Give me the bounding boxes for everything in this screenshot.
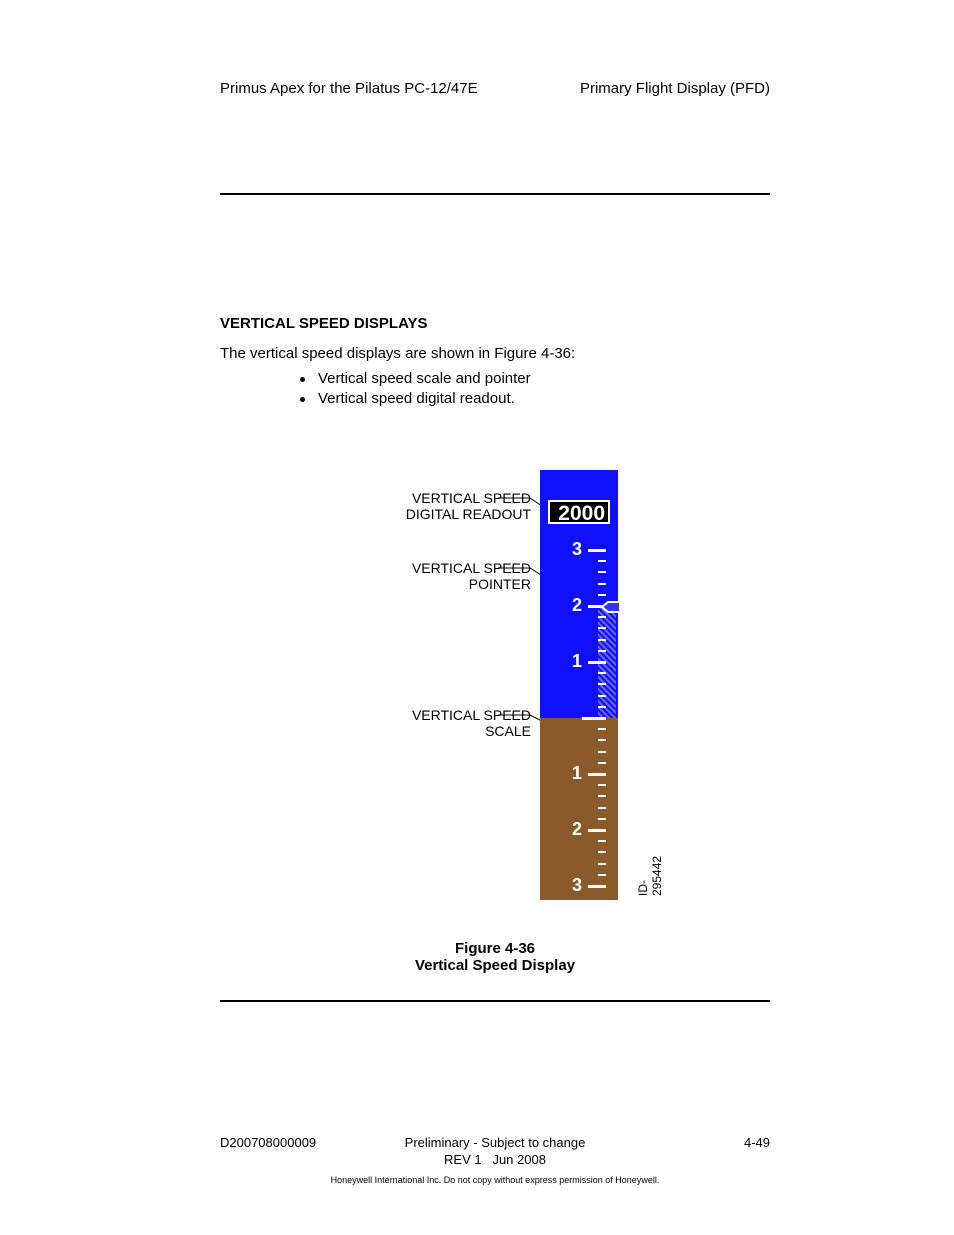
vsi-minor-tick <box>598 571 606 573</box>
vsi-minor-tick <box>598 583 606 585</box>
vsi-tick-number: 3 <box>572 875 582 896</box>
vsi-major-tick <box>588 885 606 888</box>
footer-mid2: REV 1 Jun 2008 <box>220 1152 770 1167</box>
vsi-tick-number: 3 <box>572 539 582 560</box>
footer-rule <box>220 1000 770 1002</box>
vsi-pointer <box>602 600 622 619</box>
vsi-major-tick <box>588 829 606 832</box>
vsi-minor-tick <box>598 784 606 786</box>
footer-copyright: Honeywell International Inc. Do not copy… <box>220 1175 770 1185</box>
leader-lines <box>0 0 954 1235</box>
caption-line2: Vertical Speed Display <box>415 957 575 974</box>
vsi-minor-tick <box>598 728 606 730</box>
vsi-tick-number: 1 <box>572 763 582 784</box>
figure-id: ID-295442 <box>636 856 664 896</box>
vsi-minor-tick <box>598 594 606 596</box>
caption-line1: Figure 4-36 <box>455 940 535 957</box>
vsi-major-tick <box>588 773 606 776</box>
page: Primus Apex for the Pilatus PC-12/47E Pr… <box>0 0 954 1235</box>
vsi-minor-tick <box>598 863 606 865</box>
vsi-minor-tick <box>598 560 606 562</box>
vsi-minor-tick <box>598 840 606 842</box>
vsi-minor-tick <box>598 807 606 809</box>
vsi-readout: 2000 <box>548 500 610 524</box>
footer-mid1: Preliminary - Subject to change <box>220 1135 770 1150</box>
vsi-tick-number: 2 <box>572 819 582 840</box>
vsi-minor-tick <box>598 762 606 764</box>
vsi-minor-tick <box>598 818 606 820</box>
vsi-major-tick <box>588 549 606 552</box>
vsi-ground <box>540 718 618 900</box>
vsi-tick-number: 1 <box>572 651 582 672</box>
vsi-minor-tick <box>598 874 606 876</box>
vsi-minor-tick <box>598 851 606 853</box>
footer-right: 4-49 <box>744 1135 770 1150</box>
vsi-minor-tick <box>598 795 606 797</box>
vsi-minor-tick <box>598 751 606 753</box>
vsi-figure: 2000123123ID-295442 <box>540 470 618 900</box>
vsi-tick-number: 2 <box>572 595 582 616</box>
vsi-minor-tick <box>598 739 606 741</box>
vsi-shade-band <box>598 606 616 718</box>
figure-caption: Figure 4-36 Vertical Speed Display <box>220 940 770 974</box>
